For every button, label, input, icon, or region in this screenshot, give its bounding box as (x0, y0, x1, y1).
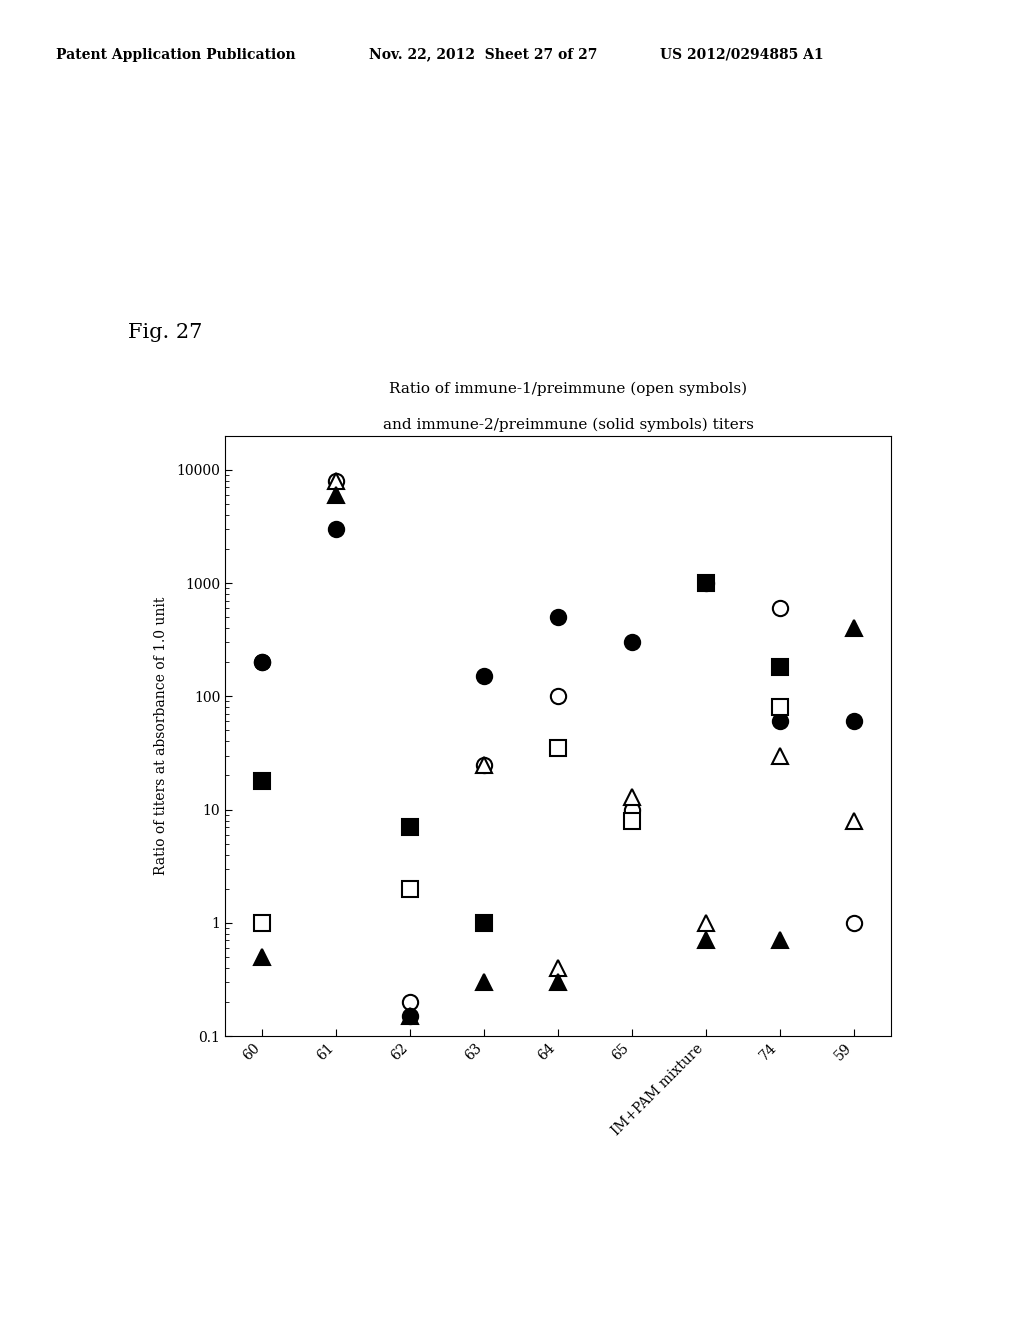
Text: Ratio of immune-1/preimmune (open symbols): Ratio of immune-1/preimmune (open symbol… (389, 381, 748, 396)
Text: Patent Application Publication: Patent Application Publication (56, 48, 296, 62)
Text: Nov. 22, 2012  Sheet 27 of 27: Nov. 22, 2012 Sheet 27 of 27 (369, 48, 597, 62)
Text: and immune-2/preimmune (solid symbols) titers: and immune-2/preimmune (solid symbols) t… (383, 417, 754, 432)
Text: Fig. 27: Fig. 27 (128, 323, 203, 342)
Text: US 2012/0294885 A1: US 2012/0294885 A1 (660, 48, 824, 62)
Y-axis label: Ratio of titers at absorbance of 1.0 unit: Ratio of titers at absorbance of 1.0 uni… (155, 597, 168, 875)
